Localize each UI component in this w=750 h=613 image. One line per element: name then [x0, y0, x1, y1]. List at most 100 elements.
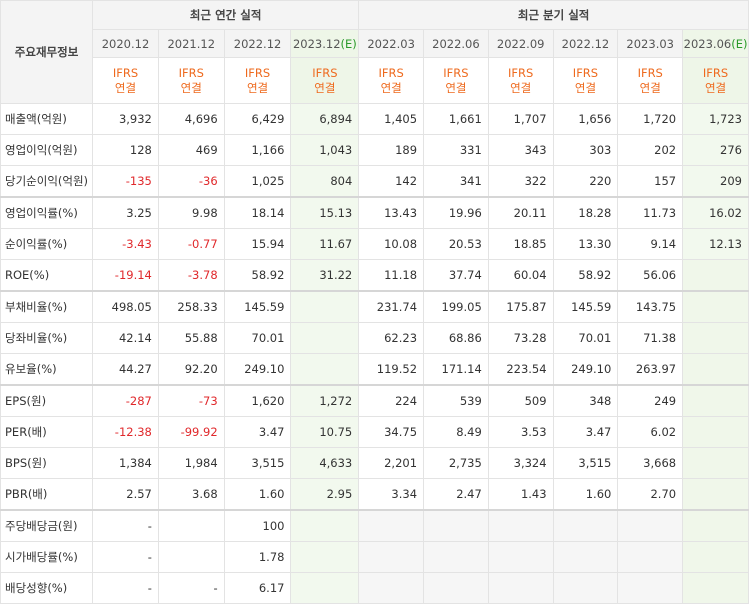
table-row: PBR(배) 2.57 3.68 1.60 2.95 3.34 2.47 1.43 1.60 2.…	[0, 478, 749, 511]
value-cell: 1,620	[223, 384, 292, 417]
consolidated-label: 연결	[380, 80, 402, 95]
value-cell	[682, 322, 749, 354]
value-cell: 1,984	[157, 447, 225, 479]
value-cell: 44.27	[92, 353, 159, 386]
value-cell: 1.60	[223, 478, 292, 511]
table-row: EPS(원) -287 -73 1,620 1,272 224 539 509 348 249	[0, 384, 749, 417]
row-label: 유보율(%)	[0, 353, 94, 386]
value-cell: 1,384	[92, 447, 159, 479]
value-cell: 20.53	[423, 228, 489, 260]
value-cell: -99.92	[157, 416, 225, 448]
value-cell: 249	[617, 384, 684, 417]
row-label: 부채비율(%)	[0, 290, 94, 323]
value-cell: 3.53	[487, 416, 554, 448]
value-cell	[617, 509, 684, 542]
table-row: 순이익률(%) -3.43 -0.77 15.94 11.67 10.08 20.53 18.…	[0, 228, 749, 260]
row-label: 시가배당률(%)	[0, 541, 94, 573]
consolidated-label: 연결	[639, 80, 661, 95]
value-cell: 3.68	[157, 478, 225, 511]
table-row: BPS(원) 1,384 1,984 3,515 4,633 2,201 2,735 3,32…	[0, 447, 749, 479]
value-cell: 276	[682, 134, 749, 166]
estimate-mark: (E)	[731, 36, 748, 51]
value-cell: 71.38	[617, 322, 684, 354]
ifrs-label: IFRS	[637, 65, 663, 80]
ifrs-label: IFRS	[702, 65, 729, 80]
value-cell: 3,932	[92, 103, 159, 135]
row-label: 배당성향(%)	[0, 572, 94, 604]
value-cell: 1,720	[617, 103, 684, 135]
value-cell: 68.86	[423, 322, 489, 354]
accounting-standard-header: IFRS 연결	[552, 57, 619, 104]
value-cell: 2,735	[423, 447, 489, 479]
value-cell: 145.59	[552, 290, 619, 323]
ifrs-label: IFRS	[508, 65, 534, 80]
value-cell: 60.04	[487, 259, 554, 292]
ifrs-label: IFRS	[112, 65, 139, 80]
table-row: 매출액(억원) 3,932 4,696 6,429 6,894 1,405 1,661 1,7…	[0, 103, 749, 135]
period-header: 2020.12	[92, 29, 159, 58]
period-header: 2021.12	[157, 29, 225, 58]
row-label: BPS(원)	[0, 447, 94, 479]
row-label: ROE(%)	[0, 259, 94, 292]
value-cell: 11.18	[358, 259, 425, 292]
value-cell: 258.33	[157, 290, 225, 323]
value-cell: 1.60	[552, 478, 619, 511]
value-cell: 1.78	[223, 541, 292, 573]
value-cell: 1,043	[290, 134, 360, 166]
value-cell: 3,515	[552, 447, 619, 479]
value-cell: -	[92, 572, 159, 604]
value-cell: 34.75	[358, 416, 425, 448]
value-cell: -12.38	[92, 416, 159, 448]
value-cell: 37.74	[423, 259, 489, 292]
value-cell	[617, 541, 684, 573]
annual-section-title: 최근 연간 실적	[92, 0, 360, 30]
value-cell: 15.13	[290, 196, 360, 229]
row-label: 주당배당금(원)	[0, 509, 94, 542]
value-cell: 223.54	[487, 353, 554, 386]
value-cell: 1,272	[290, 384, 360, 417]
value-cell: 142	[358, 165, 425, 198]
value-cell: 3,668	[617, 447, 684, 479]
table-row: PER(배) -12.38 -99.92 3.47 10.75 34.75 8.49 3.53…	[0, 416, 749, 448]
consolidated-label: 연결	[445, 80, 467, 95]
row-label: PER(배)	[0, 416, 94, 448]
value-cell: 209	[682, 165, 749, 198]
value-cell	[552, 572, 619, 604]
value-cell	[682, 290, 749, 323]
row-label: 당기순이익(억원)	[0, 165, 94, 198]
value-cell: 249.10	[552, 353, 619, 386]
value-cell	[682, 447, 749, 479]
value-cell: 2.95	[290, 478, 360, 511]
ifrs-label: IFRS	[244, 65, 271, 80]
value-cell	[290, 353, 360, 386]
value-cell: 539	[423, 384, 489, 417]
value-cell	[157, 509, 225, 542]
period-label: 2023.12	[292, 36, 341, 51]
value-cell: -	[157, 572, 225, 604]
table-row: 당좌비율(%) 42.14 55.88 70.01 62.23 68.86 73.28 70.…	[0, 322, 749, 354]
value-cell: 509	[487, 384, 554, 417]
consolidated-label: 연결	[704, 80, 727, 95]
value-cell: 804	[290, 165, 360, 198]
period-header: 2022.09	[487, 29, 554, 58]
value-cell: -	[92, 541, 159, 573]
value-cell: 19.96	[423, 196, 489, 229]
value-cell	[682, 541, 749, 573]
value-cell	[290, 322, 360, 354]
value-cell: 145.59	[223, 290, 292, 323]
accounting-standard-header: IFRS 연결	[92, 57, 159, 104]
value-cell: 2.70	[617, 478, 684, 511]
row-label: 매출액(억원)	[0, 103, 94, 135]
accounting-standard-header: IFRS 연결	[423, 57, 489, 104]
value-cell: 56.06	[617, 259, 684, 292]
value-cell: 13.43	[358, 196, 425, 229]
row-label: 순이익률(%)	[0, 228, 94, 260]
value-cell	[552, 509, 619, 542]
period-header: 2023.03	[617, 29, 684, 58]
value-cell: 1,025	[223, 165, 292, 198]
value-cell: -19.14	[92, 259, 159, 292]
value-cell: 10.75	[290, 416, 360, 448]
value-cell: 119.52	[358, 353, 425, 386]
row-label: 영업이익(억원)	[0, 134, 94, 166]
